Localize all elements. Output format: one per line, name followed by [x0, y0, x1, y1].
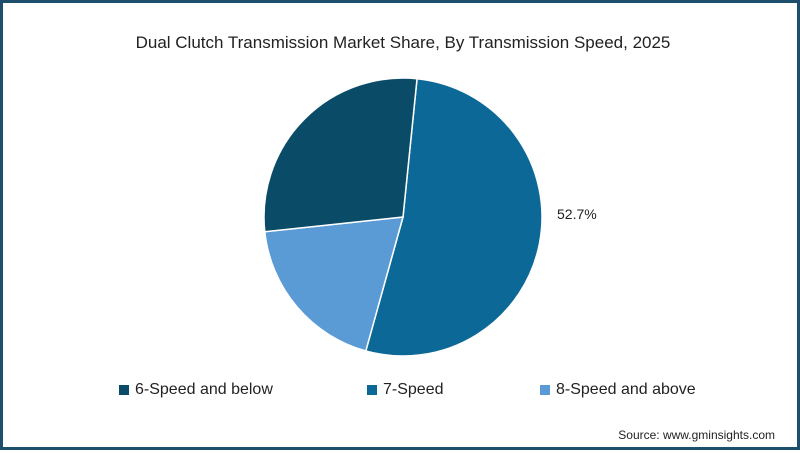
legend-swatch-icon — [540, 385, 550, 395]
legend-swatch-icon — [119, 385, 129, 395]
slice-6-speed — [263, 77, 418, 233]
legend-swatch-icon — [367, 385, 377, 395]
data-label-7-speed: 52.7% — [557, 206, 597, 222]
legend-item-7-speed: 7-Speed — [367, 381, 444, 399]
legend: 6-Speed and below 7-Speed 8-Speed and ab… — [3, 381, 800, 405]
source-note: Source: www.gminsights.com — [618, 428, 775, 442]
pie-chart — [263, 77, 543, 357]
slice-7-speed — [364, 77, 543, 357]
chart-title: Dual Clutch Transmission Market Share, B… — [135, 33, 671, 52]
legend-label: 8-Speed and above — [556, 381, 696, 398]
legend-label: 6-Speed and below — [135, 381, 273, 398]
legend-label: 7-Speed — [383, 381, 444, 398]
legend-item-8-speed: 8-Speed and above — [540, 381, 696, 399]
slice-8-speed — [263, 216, 405, 352]
pie-slices — [263, 77, 543, 357]
legend-item-6-speed: 6-Speed and below — [119, 381, 273, 399]
